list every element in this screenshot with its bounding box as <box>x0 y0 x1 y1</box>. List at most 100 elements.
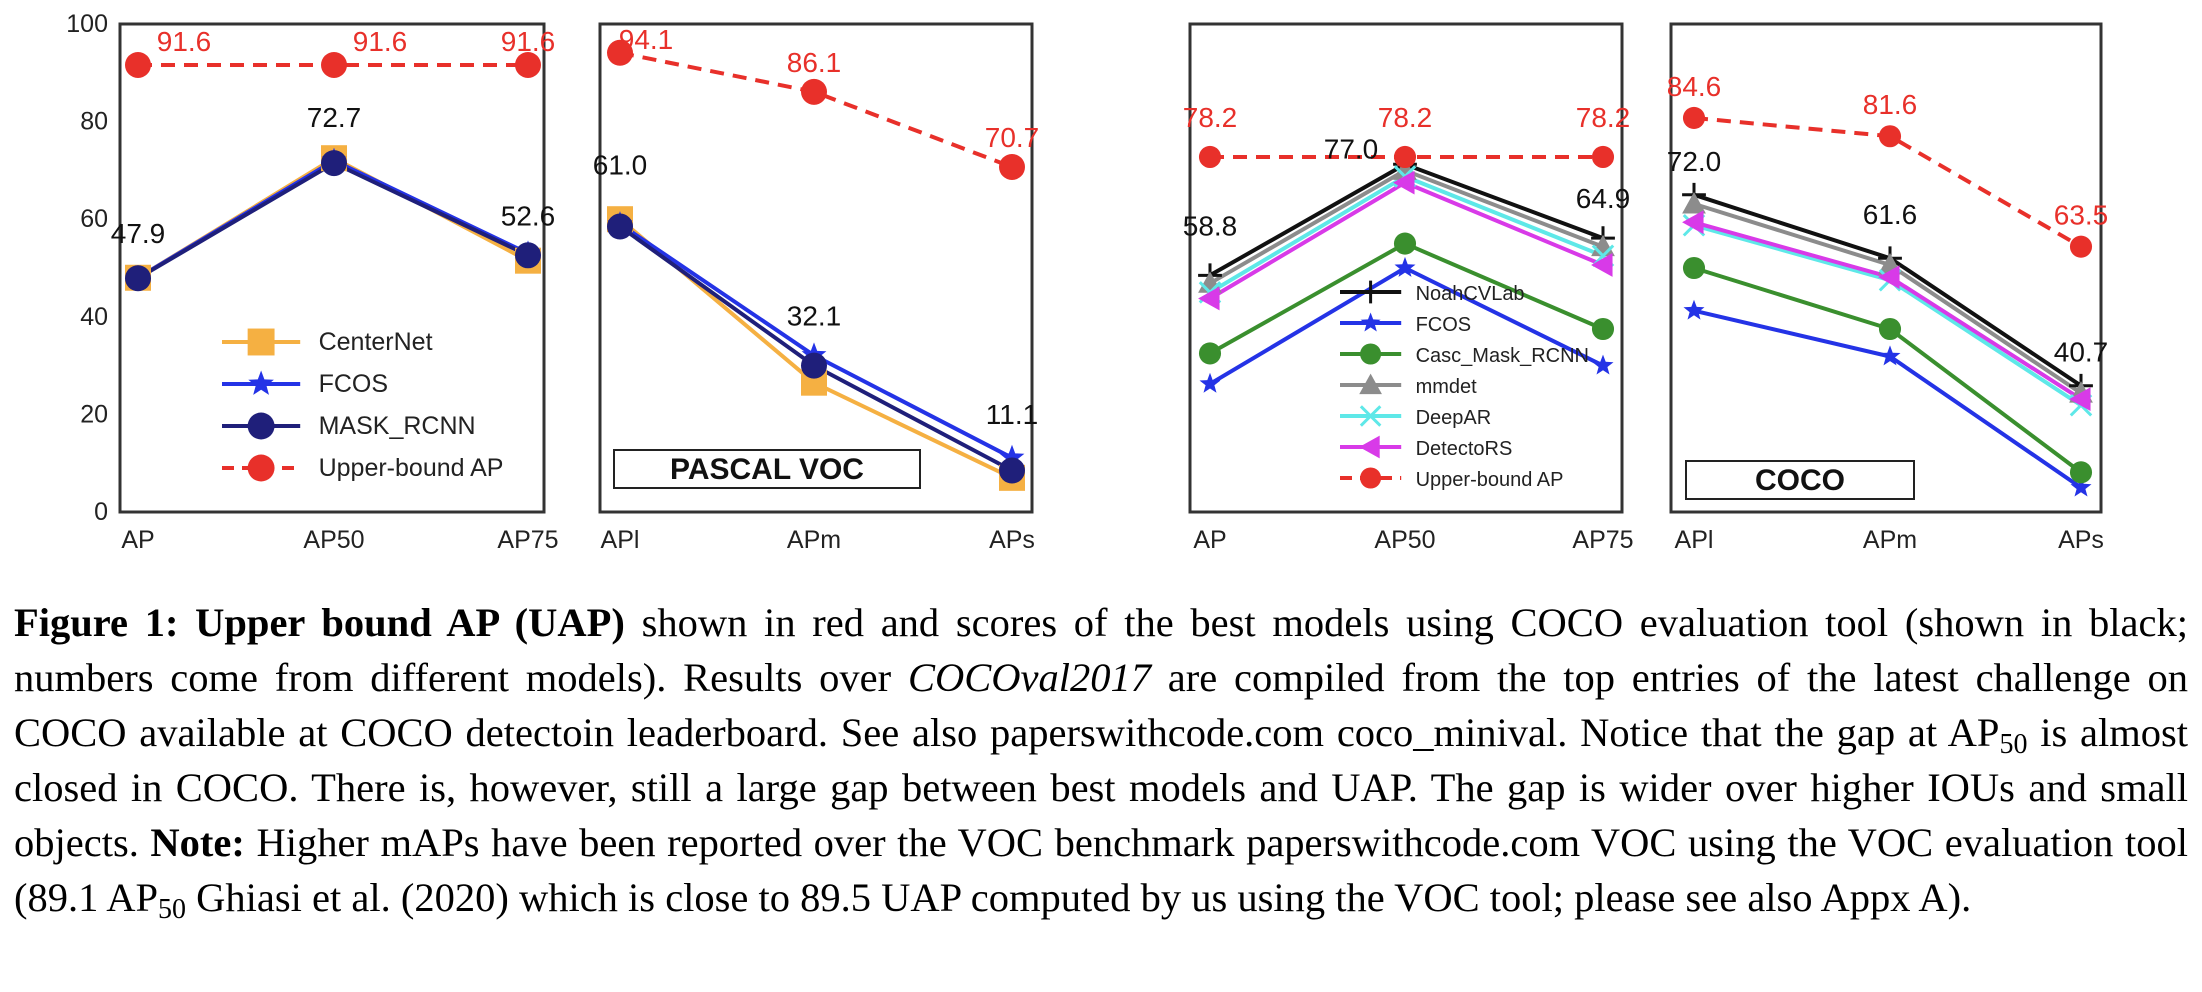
panel-4-series-2-point-1 <box>1878 317 1902 341</box>
panel-4-series-5-point-1 <box>1878 265 1900 290</box>
panel-3-xtick-1: AP50 <box>1374 526 1435 554</box>
panel-3-legend-2-marker <box>1360 343 1382 365</box>
panel-1-series-3-point-1 <box>321 51 347 78</box>
panel-4-series-5-line <box>1693 220 2083 401</box>
panel-2-data-label-5: 11.1 <box>986 399 1038 430</box>
panel-4-data-label-0: 84.6 <box>1667 71 1722 102</box>
panel-4-dataset-label: COCO <box>1755 464 1845 497</box>
caption-text-5: Ghiasi et al. (2020) which is close to 8… <box>196 875 1972 920</box>
panel-3-series-2-point-2 <box>1591 317 1615 341</box>
panel-3-legend-0-label: NoahCVLab <box>1416 283 1525 305</box>
caption-figure-title: Upper bound AP (UAP) <box>195 600 625 645</box>
panel-4-series-6-point-1 <box>1878 125 1902 148</box>
panel-1-series-2-point-2 <box>515 242 541 269</box>
panel-2-series-2-point-2 <box>999 457 1025 484</box>
panel-2-series-1-line <box>618 222 1013 460</box>
panel-2-series-2-point-1 <box>801 352 827 379</box>
panel-4-series-2-point-2 <box>2069 461 2093 484</box>
panel-2-xtick-1: APm <box>787 526 841 554</box>
panel-1-legend-0-label: CenterNet <box>319 328 433 356</box>
panel-3-series-6-point-1 <box>1393 145 1417 169</box>
panel-2-series-3-point-1 <box>801 78 827 105</box>
panel-3-series-1-point-2 <box>1592 354 1614 375</box>
panel-4-series-6-point-2 <box>2069 235 2093 258</box>
panel-1-xtick-1: AP50 <box>303 526 364 554</box>
panel-1-series-1-line <box>136 158 529 280</box>
panel-2-data-label-4: 32.1 <box>787 300 842 331</box>
panel-4-series-2-point-0 <box>1682 256 1706 280</box>
panel-3-series-2-point-1 <box>1393 232 1417 255</box>
panel-3-series-6-point-2 <box>1591 145 1615 169</box>
line-chart-panels: 0 20 40 60 80 100 AP AP50 AP75 91.6 91.6 91.6 72.7 47… <box>66 10 2109 554</box>
panel-3-xtick-0: AP <box>1193 526 1226 554</box>
panel-2-data-label-3: 61.0 <box>593 149 648 180</box>
panel-2-series-2-point-0 <box>607 213 633 240</box>
panel-1-legend-1-marker <box>248 370 274 395</box>
panel-3-series-2-point-0 <box>1198 342 1222 365</box>
panel-3-series-5-point-2 <box>1591 253 1613 277</box>
panel-4-data-label-4: 61.6 <box>1863 199 1918 230</box>
panel-3-xtick-2: AP75 <box>1572 526 1633 554</box>
panel-1-ytick-2: 40 <box>80 303 108 331</box>
panel-4-frame <box>1669 22 2103 514</box>
panel-2-data-label-2: 70.7 <box>985 122 1040 153</box>
panel-4-series-5-point-0 <box>1682 210 1704 235</box>
caption-note-label: Note: <box>150 820 245 865</box>
panel-4-series-3-point-0 <box>1682 192 1706 214</box>
panel-2-xtick-0: APl <box>601 526 640 554</box>
panel-4-data-label-1: 81.6 <box>1863 89 1918 120</box>
panel-2-frame <box>598 22 1034 514</box>
panel-3-series-5-point-0 <box>1198 286 1220 311</box>
panel-2-xtick-2: APs <box>989 526 1035 554</box>
panel-3-series-1-point-0 <box>1199 372 1221 393</box>
panel-4-dataset-box <box>1685 460 1915 500</box>
panel-1-legend-3-label: Upper-bound AP <box>319 454 504 482</box>
panel-2-data-label-0: 94.1 <box>619 24 674 55</box>
panel-4-series-6-point-0 <box>1682 106 1706 129</box>
panel-4-series-1-point-2 <box>2070 476 2092 497</box>
panel-2-series-3-point-2 <box>999 153 1025 180</box>
panel-2-dataset-label: PASCAL VOC <box>670 453 864 486</box>
panel-2-series-3-point-0 <box>607 39 633 66</box>
panel-3-data-label-1: 78.2 <box>1378 102 1433 133</box>
panel-1-legend-2-marker <box>247 412 275 440</box>
panel-1-series-2-point-1 <box>321 150 347 177</box>
panel-3-legend-4-marker <box>1359 405 1382 427</box>
panel-4-xtick-0: APl <box>1675 526 1714 554</box>
caption-text-4: Higher mAPs have been reported over the … <box>14 820 2189 920</box>
panel-4-data-label-5: 40.7 <box>2054 337 2109 368</box>
panel-1-legend-1-label: FCOS <box>319 370 388 398</box>
panel-3-data-label-2: 78.2 <box>1576 102 1631 133</box>
caption-text-2: are compiled from the top entries of the… <box>14 655 2189 755</box>
caption-subscript-50: 50 <box>1999 729 2028 760</box>
panel-1-data-label-2: 91.6 <box>501 26 556 57</box>
panel-2-dataset-box <box>613 449 921 489</box>
caption-text-1: shown in red and scores of the best mode… <box>14 600 2189 700</box>
panel-4-series-2-line <box>1693 266 2083 474</box>
panel-1-xtick-0: AP <box>121 526 154 554</box>
panel-3-legend-1-label: FCOS <box>1416 314 1472 336</box>
panel-2-series-1-point-2 <box>999 444 1025 469</box>
panel-1-series-2-line <box>136 160 529 280</box>
panel-3-legend-1-marker <box>1360 312 1381 332</box>
panel-4-series-1-point-0 <box>1683 299 1705 320</box>
panel-3-legend-6-marker <box>1360 467 1382 489</box>
panel-1-series-3-point-0 <box>125 51 151 78</box>
panel-4-data-label-3: 72.0 <box>1667 146 1722 177</box>
panel-1-series-3-point-2 <box>515 51 541 78</box>
panel-3-data-label-3: 58.8 <box>1183 210 1238 241</box>
panel-3-data-label-4: 77.0 <box>1324 133 1379 164</box>
panel-4-series-1-point-1 <box>1879 345 1901 366</box>
panel-1-data-label-1: 91.6 <box>353 26 408 57</box>
panel-3-series-5-point-1 <box>1393 170 1415 195</box>
panel-1-data-label-3: 72.7 <box>307 102 362 133</box>
panel-1-ytick-5: 100 <box>66 10 108 38</box>
caption-text-3: is almost closed in COCO. There is, howe… <box>14 710 2189 865</box>
panel-1-series-2-point-0 <box>125 265 151 292</box>
panel-4-series-5-point-2 <box>2069 387 2091 412</box>
panel-3-legend-3-marker <box>1359 373 1382 395</box>
panel-1-frame <box>118 22 546 514</box>
panel-3-data-label-5: 64.9 <box>1576 183 1631 214</box>
panel-1-legend-3-marker <box>247 454 275 482</box>
panel-4-data-label-2: 63.5 <box>2054 200 2109 231</box>
